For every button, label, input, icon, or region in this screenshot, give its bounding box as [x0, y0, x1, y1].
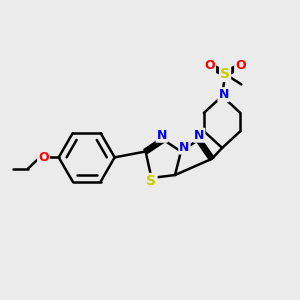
- Text: O: O: [38, 151, 49, 164]
- Text: O: O: [235, 59, 246, 72]
- Text: O: O: [205, 59, 215, 72]
- Text: N: N: [179, 141, 190, 154]
- Text: N: N: [218, 88, 229, 101]
- Text: S: S: [220, 67, 230, 81]
- Text: N: N: [194, 129, 204, 142]
- Text: S: S: [146, 174, 157, 188]
- Text: N: N: [157, 129, 167, 142]
